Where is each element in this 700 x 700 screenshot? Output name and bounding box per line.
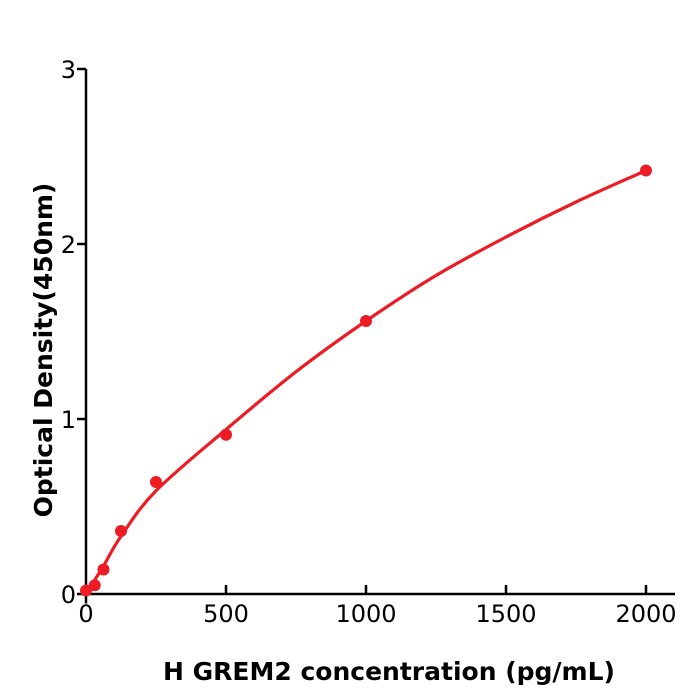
data-point <box>150 476 162 488</box>
axis-ticks <box>77 67 648 596</box>
fit-curve <box>84 168 648 596</box>
x-tick-label-1000: 1000 <box>335 600 396 628</box>
data-point <box>97 563 110 576</box>
y-tick-label-1: 1 <box>61 406 76 434</box>
data-point <box>115 525 127 537</box>
data-point <box>80 584 92 597</box>
x-tick-label-1500: 1500 <box>475 600 536 628</box>
x-tick-label-500: 500 <box>203 600 249 628</box>
y-tick-label-2: 2 <box>61 231 76 259</box>
x-axis-title: H GREM2 concentration (pg/mL) <box>163 657 615 686</box>
y-tick-label-3: 3 <box>61 56 76 84</box>
data-point <box>220 428 232 441</box>
data-point <box>640 164 652 177</box>
data-layer <box>80 164 652 597</box>
x-tick-label-2000: 2000 <box>615 600 676 628</box>
y-axis-title: Optical Density(450nm) <box>29 183 58 518</box>
y-tick-label-0: 0 <box>61 581 76 609</box>
x-tick-label-0: 0 <box>78 600 93 628</box>
data-point <box>360 315 372 327</box>
data-point <box>88 579 101 592</box>
